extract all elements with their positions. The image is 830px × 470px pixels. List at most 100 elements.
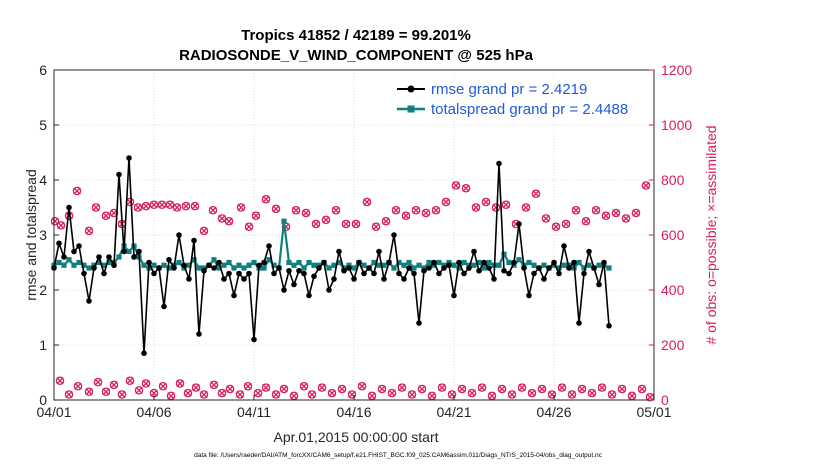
obs-possible-marker [551,222,561,231]
obs-possible-marker [591,205,601,215]
totalspread-point [391,265,397,271]
obs-marker [261,194,271,204]
rmse-point [521,265,527,271]
obs-assimilated-marker [218,214,226,223]
obs-possible-marker [261,383,271,392]
rmse-point [386,259,392,266]
rmse-point [576,320,582,326]
obs-assimilated-marker [110,209,118,217]
rmse-point [496,160,502,167]
rmse-point [556,270,562,277]
rmse-point [571,259,577,266]
obs-marker [467,388,477,398]
obs-marker [244,222,254,231]
obs-marker [271,390,281,399]
obs-assimilated-marker [558,383,566,392]
rmse-point [371,270,377,277]
obs-assimilated-marker [528,389,536,397]
rmse-point [461,270,467,277]
totalspread-point [381,262,387,268]
totalspread-point [526,259,532,266]
obs-assimilated-marker [432,206,440,214]
obs-assimilated-marker [552,223,560,231]
obs-assimilated-marker [438,383,446,392]
obs-marker [84,387,94,396]
obs-marker [587,388,597,398]
obs-possible-marker [190,201,200,211]
rmse-point [236,270,242,277]
rmse-point [531,270,537,277]
obs-assimilated-marker [126,377,134,385]
obs-possible-marker [73,381,83,391]
obs-assimilated-marker [94,378,102,386]
obs-possible-marker [531,189,541,198]
obs-assimilated-marker [209,206,217,214]
rmse-point [401,276,407,282]
obs-assimilated-marker [462,184,470,192]
obs-possible-marker [431,205,441,215]
obs-assimilated-marker [167,392,175,400]
obs-possible-marker [381,216,391,226]
obs-marker [158,381,168,391]
rmse-point [176,232,182,238]
obs-marker [199,226,209,236]
obs-marker [481,197,491,207]
totalspread-point [101,262,107,268]
y-left-tick-label: 6 [39,62,47,78]
rmse-point [151,270,157,277]
obs-possible-marker [251,211,261,220]
obs-possible-marker [367,391,377,401]
obs-assimilated-marker [492,203,500,212]
rmse-point [336,248,342,255]
obs-assimilated-marker [468,389,476,397]
obs-assimilated-marker [628,392,636,400]
obs-assimilated-marker [622,214,630,223]
obs-assimilated-marker [158,201,166,209]
obs-marker [261,383,271,392]
obs-marker [617,384,627,394]
totalspread-point [281,218,287,224]
obs-assimilated-marker [134,203,142,212]
obs-possible-marker [497,384,507,394]
obs-assimilated-marker [428,392,436,400]
obs-assimilated-marker [592,206,600,214]
totalspread-point [226,259,232,266]
obs-marker [125,197,135,207]
obs-possible-marker [117,390,127,399]
rmse-point [101,270,107,277]
obs-possible-marker [561,219,571,229]
obs-possible-marker [279,384,289,394]
obs-assimilated-marker [173,203,181,212]
obs-possible-marker [181,201,191,211]
rmse-point [191,237,197,244]
rmse-point [321,259,327,266]
rmse-point [166,256,172,263]
totalspread-point [216,265,222,271]
obs-assimilated-marker [150,201,158,209]
obs-possible-marker [487,391,497,401]
obs-marker [243,381,253,391]
rmse-point [161,303,167,310]
obs-possible-marker [451,181,461,190]
rmse-point [361,270,367,277]
legend-spread-text: totalspread grand pr = 2.4488 [431,101,628,118]
totalspread-point [371,259,377,266]
totalspread-point [176,259,182,266]
obs-assimilated-marker [126,198,134,206]
rmse-point [311,273,317,280]
rmse-point [111,262,117,269]
obs-marker [457,384,467,394]
obs-marker [531,189,541,198]
rmse-point [226,270,232,277]
obs-possible-marker [125,376,135,385]
totalspread-point [401,262,407,268]
obs-assimilated-marker [642,181,650,190]
totalspread-point [336,259,342,266]
obs-marker [64,390,74,399]
obs-assimilated-marker [322,216,330,224]
totalspread-point [331,262,337,268]
x-tick-label: 04/16 [336,404,371,420]
totalspread-point [286,259,292,266]
obs-marker [577,384,587,394]
obs-marker [307,390,317,399]
